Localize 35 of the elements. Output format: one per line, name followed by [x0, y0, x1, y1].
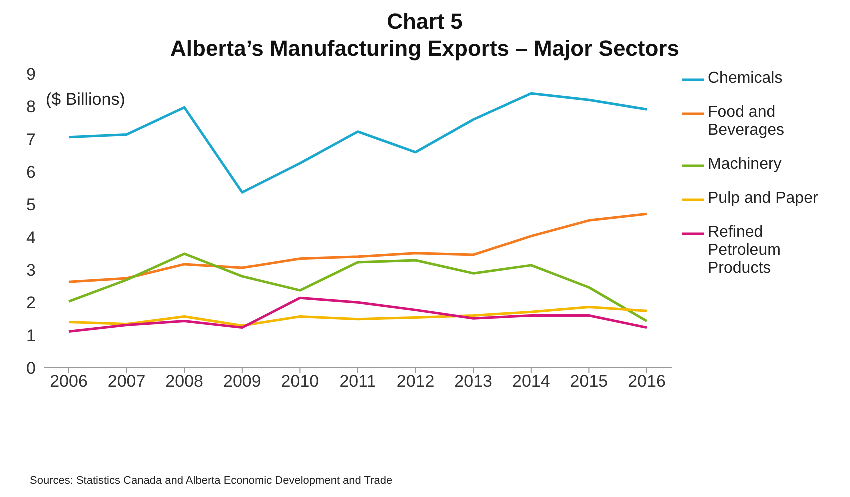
chart-title: Chart 5: [386, 8, 464, 35]
y-axis-title: ($ Billions): [46, 90, 126, 110]
x-tick-label: 2013: [454, 372, 493, 392]
y-tick-label: 3: [26, 261, 36, 280]
line-series: [68, 252, 648, 323]
x-tick-label: 2007: [108, 372, 146, 392]
x-tick-label: 2011: [340, 372, 376, 392]
y-tick-label: 4: [26, 228, 36, 248]
chart-subtitle: Alberta’s Manufacturing Exports – Major Sectors: [170, 35, 680, 62]
legend-label: Refined Petroleum Products: [708, 224, 782, 278]
y-tick-label: 2: [26, 294, 36, 313]
line-series: [68, 296, 648, 333]
line-series: [68, 306, 648, 328]
x-tick-label: 2006: [50, 372, 88, 392]
legend-label: Chemicals: [708, 70, 784, 88]
line-series: [68, 212, 648, 284]
y-tick-label: 7: [26, 130, 36, 150]
legend-label: Food and Beverages: [708, 104, 786, 140]
y-tick-label: 8: [26, 98, 36, 117]
y-tick-label: 6: [26, 163, 36, 182]
y-tick-label: 9: [26, 65, 36, 84]
x-tick-label: 2015: [570, 372, 608, 392]
x-tick-label: 2014: [512, 372, 550, 392]
line-series: [68, 92, 648, 194]
x-tick-label: 2016: [628, 372, 666, 392]
y-tick-label: 1: [26, 326, 36, 346]
x-tick-label: 2012: [396, 372, 435, 392]
x-tick-label: 2008: [166, 372, 204, 392]
y-tick-label: 5: [26, 196, 36, 215]
legend-label: Pulp and Paper: [708, 190, 820, 208]
legend-label: Machinery: [708, 156, 783, 174]
source-note: Sources: Statistics Canada and Alberta Economic Development and Trade: [30, 475, 393, 487]
x-tick-label: 2009: [223, 372, 262, 392]
x-tick-label: 2010: [281, 372, 320, 392]
y-tick-label: 0: [26, 359, 36, 378]
